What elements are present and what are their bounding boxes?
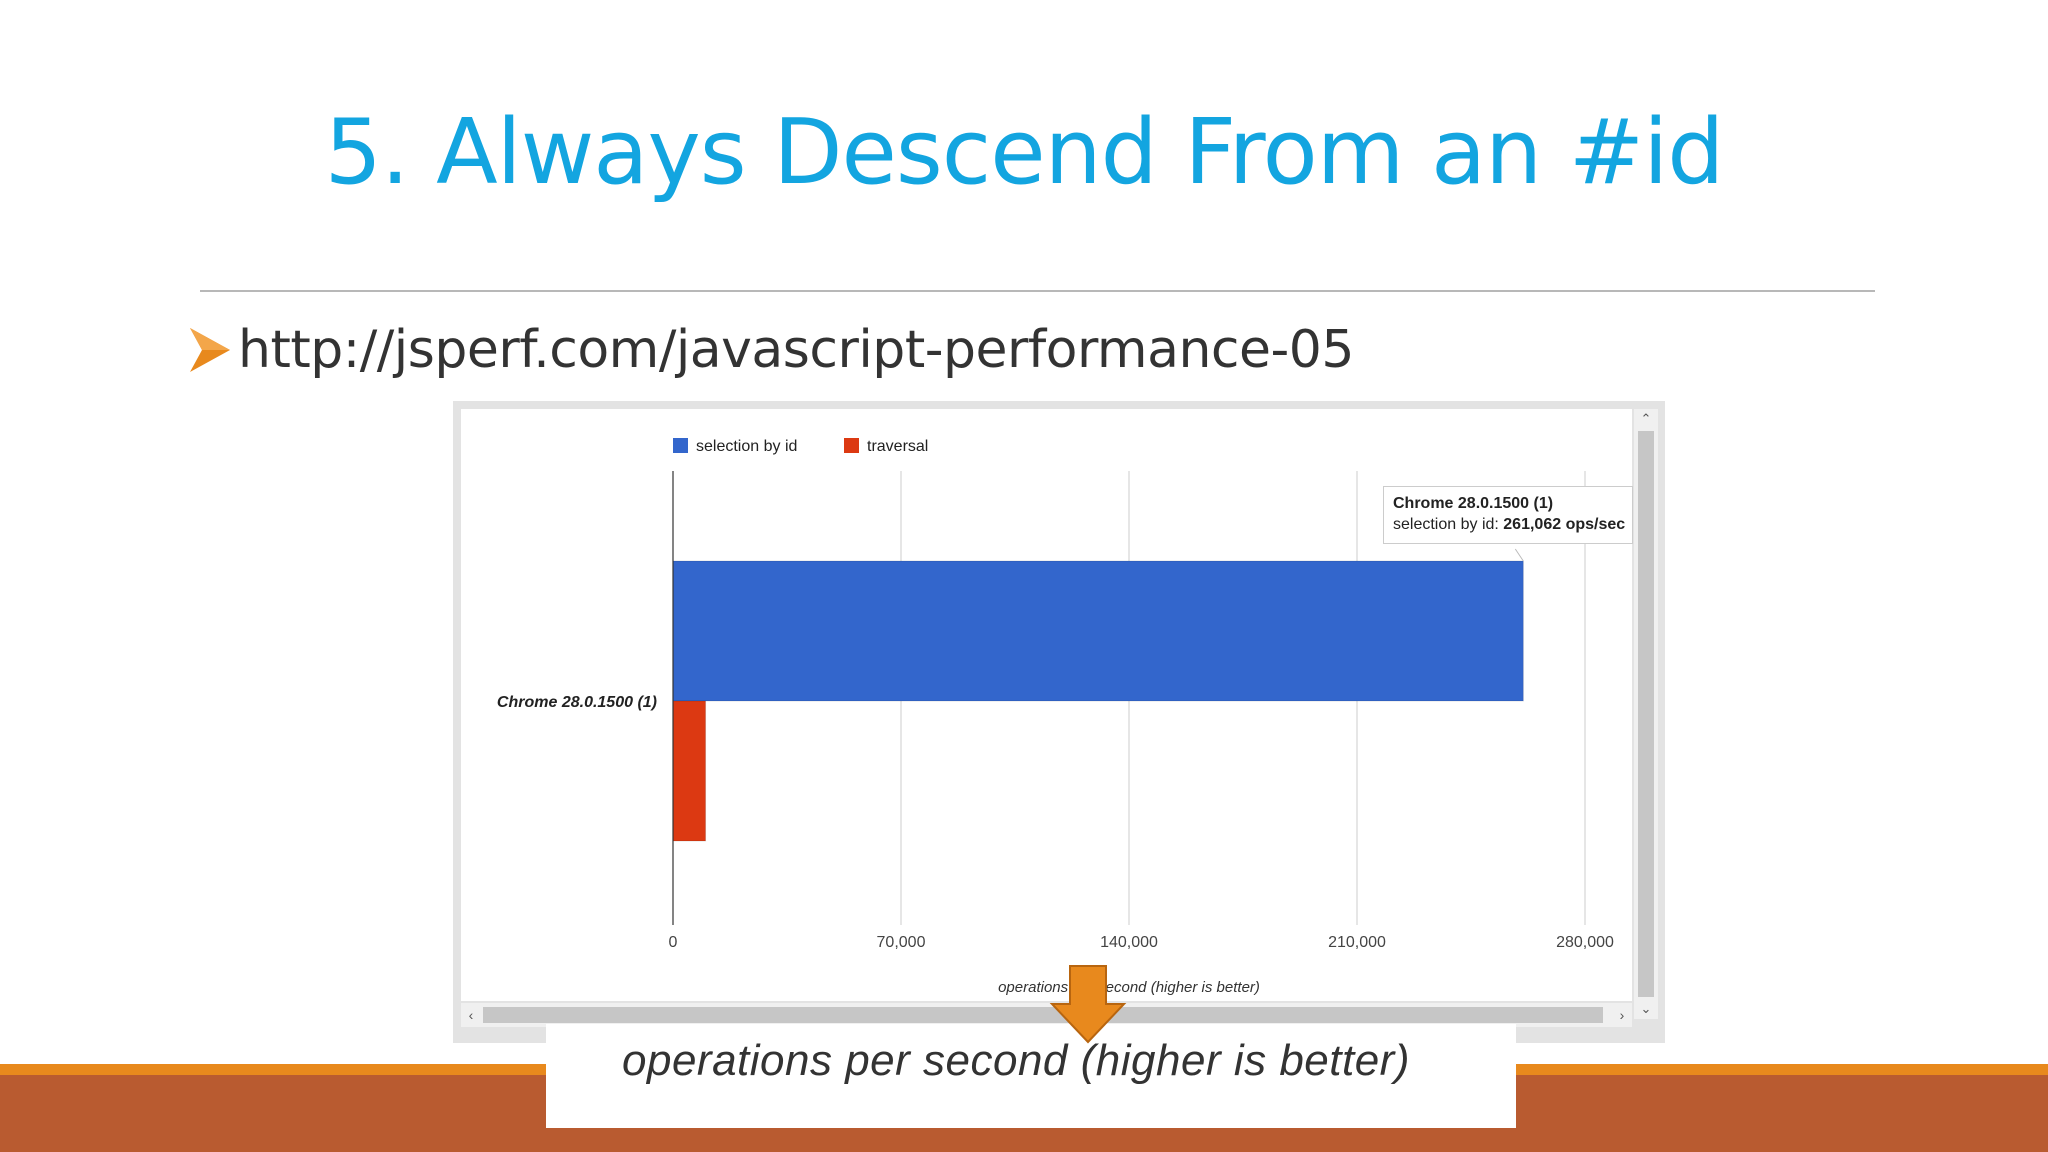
tooltip-title: Chrome 28.0.1500 (1) — [1393, 495, 1554, 512]
bar-selection-by-id — [672, 560, 1524, 702]
legend-label-0: selection by id — [696, 438, 797, 455]
x-tick-label-1: 70,000 — [877, 934, 926, 951]
chevron-up-icon[interactable]: ⌃ — [1640, 411, 1652, 426]
bullet-item: http://jsperf.com/javascript-performance… — [188, 318, 1354, 382]
legend-swatch-1 — [844, 438, 859, 453]
tooltip-value: 261,062 ops/sec — [1503, 516, 1626, 533]
x-tick-label-2: 140,000 — [1100, 934, 1158, 951]
title-divider — [200, 290, 1875, 292]
chevron-right-icon[interactable]: › — [1619, 1007, 1625, 1023]
bar-traversal — [672, 700, 707, 842]
down-arrow-icon — [1049, 965, 1127, 1044]
x-tick-label-3: 210,000 — [1328, 934, 1386, 951]
tooltip-pointer — [1514, 548, 1524, 562]
tooltip-series-label: selection by id: — [1393, 516, 1504, 533]
vertical-scroll-thumb[interactable] — [1638, 431, 1654, 997]
slide-title: 5. Always Descend From an #id — [324, 100, 1725, 205]
jsperf-link[interactable]: http://jsperf.com/javascript-performance… — [238, 320, 1354, 380]
chevron-down-icon[interactable]: ⌄ — [1640, 1001, 1652, 1016]
zoomed-axis-label-callout: operations per second (higher is better) — [546, 1024, 1516, 1128]
arrowhead-bullet-icon — [190, 328, 230, 372]
horizontal-scrollbar[interactable]: ‹ › — [461, 1003, 1632, 1027]
x-tick-label-4: 280,000 — [1556, 934, 1614, 951]
vertical-scrollbar[interactable]: ⌃ ⌄ — [1634, 409, 1658, 1019]
horizontal-scroll-thumb[interactable] — [483, 1007, 1603, 1023]
chart-tooltip: Chrome 28.0.1500 (1) selection by id: 26… — [1383, 486, 1633, 544]
x-axis-label: operations per second (higher is better) — [998, 979, 1260, 996]
bar-chart: selection by id traversal 0 70,000 140,000 21… — [497, 438, 1614, 996]
callout-text: operations per second (higher is better) — [622, 1036, 1410, 1085]
legend-label-1: traversal — [867, 438, 928, 455]
category-label: Chrome 28.0.1500 (1) — [497, 694, 657, 711]
tooltip-value-line: selection by id: 261,062 ops/sec — [1393, 514, 1632, 535]
legend-swatch-0 — [673, 438, 688, 453]
chevron-left-icon[interactable]: ‹ — [468, 1007, 474, 1023]
x-tick-label-0: 0 — [669, 934, 678, 951]
